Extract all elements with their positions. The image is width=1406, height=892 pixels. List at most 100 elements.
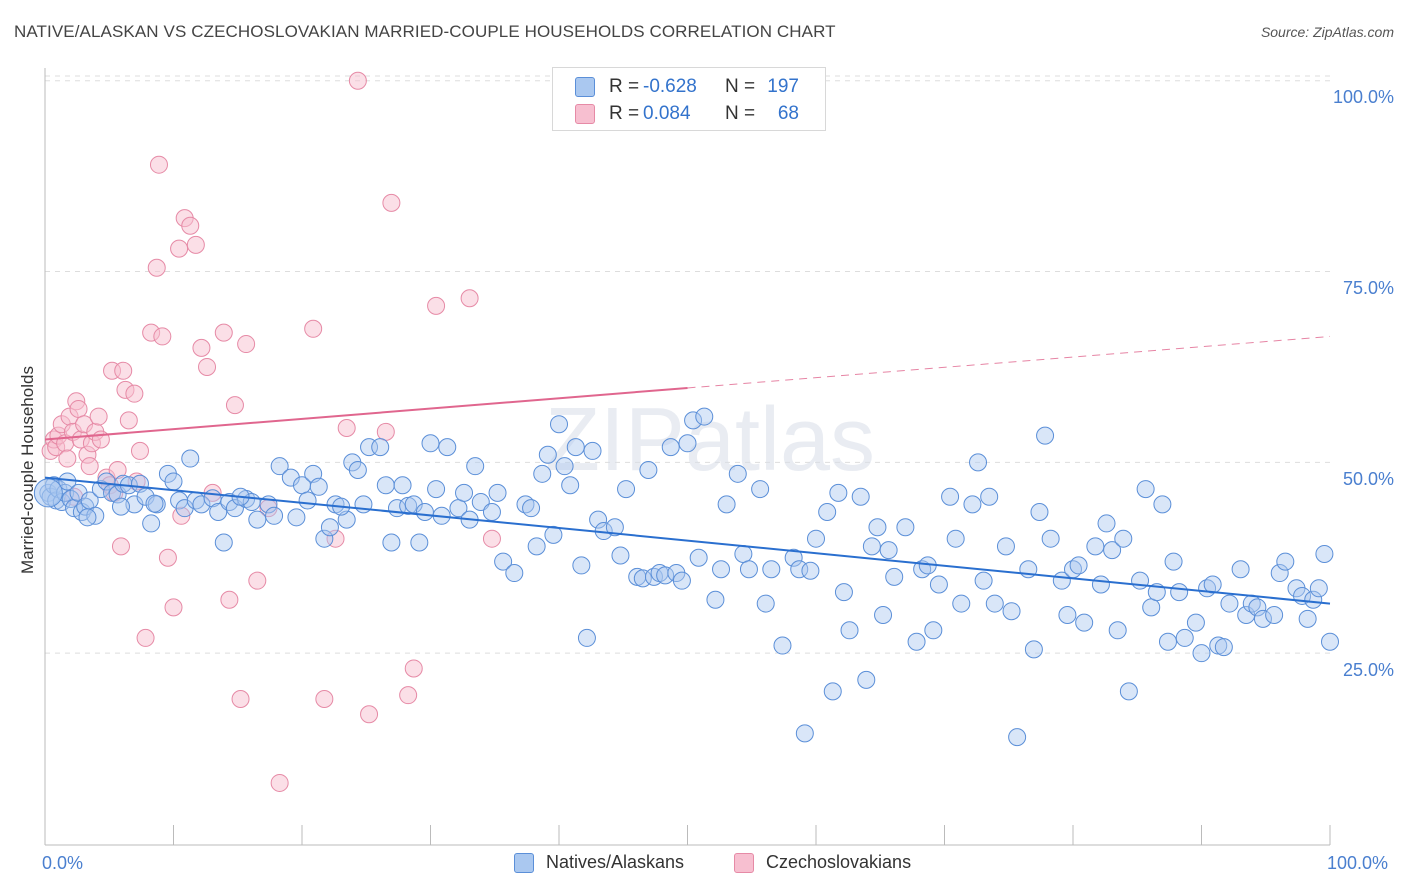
natives-alaskans-point [410, 533, 429, 552]
natives-alaskans-point [142, 514, 161, 533]
natives-alaskans-point [1002, 602, 1021, 621]
natives-alaskans-point [181, 449, 200, 468]
natives-alaskans-point [985, 594, 1004, 613]
czechoslovakians-point [348, 71, 367, 90]
natives-alaskans-point [952, 594, 971, 613]
natives-alaskans-point [756, 594, 775, 613]
natives-alaskans-point [868, 518, 887, 537]
natives-alaskans-point [706, 590, 725, 609]
r-label: R = [609, 103, 640, 124]
czechoslovakians-point [181, 216, 200, 235]
natives-alaskans-point [572, 556, 591, 575]
natives-alaskans-point [605, 518, 624, 537]
natives-alaskans-point [885, 567, 904, 586]
czechoslovakians-point [399, 686, 418, 705]
natives-alaskans-point [695, 407, 714, 426]
czechoslovakians-point [119, 411, 138, 430]
natives-alaskans-point [734, 544, 753, 563]
natives-alaskans-point [896, 518, 915, 537]
natives-alaskans-point [371, 438, 390, 457]
natives-alaskans-point [807, 529, 825, 548]
natives-alaskans-point [248, 510, 267, 529]
czechoslovakians-point [130, 441, 149, 460]
czechoslovakians-point [192, 338, 211, 357]
natives-alaskans-point [1024, 640, 1043, 659]
natives-alaskans-point [455, 483, 474, 502]
natives-alaskans-point [963, 495, 982, 514]
natives-alaskans-point [550, 415, 568, 434]
natives-alaskans-point [851, 487, 870, 506]
natives-alaskans-point [1270, 564, 1289, 583]
natives-alaskans-point [996, 537, 1015, 556]
natives-alaskans-point [929, 575, 948, 594]
czechoslovakians-points [41, 71, 501, 792]
czechoslovakians-point [108, 461, 127, 479]
natives-alaskans-point [111, 497, 130, 516]
czechoslovakians-point [231, 689, 250, 708]
natives-alaskans-point [309, 477, 328, 496]
watermark: ZIPatlas [545, 390, 875, 490]
natives-alaskans-point [980, 487, 999, 506]
czechoslovakians-point [158, 548, 177, 567]
natives-alaskans-point [538, 445, 557, 464]
natives-swatch [575, 77, 595, 97]
czechoslovakians-swatch [575, 104, 595, 124]
natives-alaskans-point [265, 506, 284, 525]
czechoslovakians-point [114, 361, 133, 380]
natives-alaskans-point [689, 548, 708, 567]
legend-item-czechoslovakians[interactable]: Czechoslovakians [734, 852, 911, 873]
natives-alaskans-point [561, 476, 580, 495]
natives-alaskans-point [1304, 590, 1323, 609]
natives-alaskans-point [969, 453, 988, 472]
natives-alaskans-point [164, 472, 183, 491]
natives-alaskans-point [1075, 613, 1094, 632]
r-label: R = [609, 76, 640, 97]
natives-alaskans-point [1265, 606, 1284, 625]
natives-alaskans-point [639, 461, 658, 479]
natives-alaskans-point [1175, 628, 1194, 647]
natives-alaskans-point [684, 411, 703, 430]
natives-alaskans-point [482, 502, 501, 521]
natives-alaskans-point [661, 438, 680, 457]
natives-alaskans-point [488, 483, 507, 502]
natives-alaskans-point [555, 457, 574, 476]
natives-alaskans-point [348, 461, 367, 479]
czechoslovakians-point [270, 773, 289, 792]
natives-alaskans-point [78, 508, 97, 527]
natives-alaskans-point [583, 441, 602, 460]
y-tick-25: 25.0% [1342, 660, 1394, 680]
natives-alaskans-point [1153, 495, 1172, 514]
natives-alaskans-point [946, 529, 965, 548]
natives-alaskans-point [1091, 575, 1110, 594]
natives-alaskans-point [1069, 556, 1088, 575]
natives-alaskans-point [762, 560, 781, 579]
czechoslovakians-point [315, 689, 334, 708]
natives-alaskans-point [795, 724, 814, 743]
y-tick-75: 75.0% [1342, 278, 1394, 298]
czechoslovakians-point [225, 396, 244, 415]
natives-alaskans-point [1086, 537, 1105, 556]
natives-alaskans-point [1220, 594, 1239, 613]
czechoslovakians-point [220, 590, 239, 609]
natives-alaskans-point [382, 533, 401, 552]
legend-item-natives[interactable]: Natives/Alaskans [514, 852, 684, 873]
natives-alaskans-point [739, 560, 758, 579]
natives-alaskans-point [145, 494, 164, 513]
natives-alaskans-point [421, 434, 440, 453]
natives-alaskans-point [874, 606, 893, 625]
natives-alaskans-point [533, 464, 552, 483]
natives-alaskans-point [924, 621, 943, 640]
source-credit: Source: ZipAtlas.com [1260, 24, 1394, 40]
y-axis-label: Married-couple Households [18, 366, 37, 574]
natives-alaskans-point [320, 518, 339, 537]
chart-title: NATIVE/ALASKAN VS CZECHOSLOVAKIAN MARRIE… [14, 22, 836, 41]
czechoslovakians-trend-projection [687, 335, 1331, 389]
n-value: 68 [777, 103, 799, 124]
natives-alaskans-point [857, 670, 876, 689]
natives-alaskans-point [784, 548, 803, 567]
natives-alaskans-point [1108, 621, 1127, 640]
natives-alaskans-point [438, 438, 457, 457]
natives-alaskans-point [544, 525, 563, 544]
y-tick-100: 100.0% [1332, 87, 1394, 107]
